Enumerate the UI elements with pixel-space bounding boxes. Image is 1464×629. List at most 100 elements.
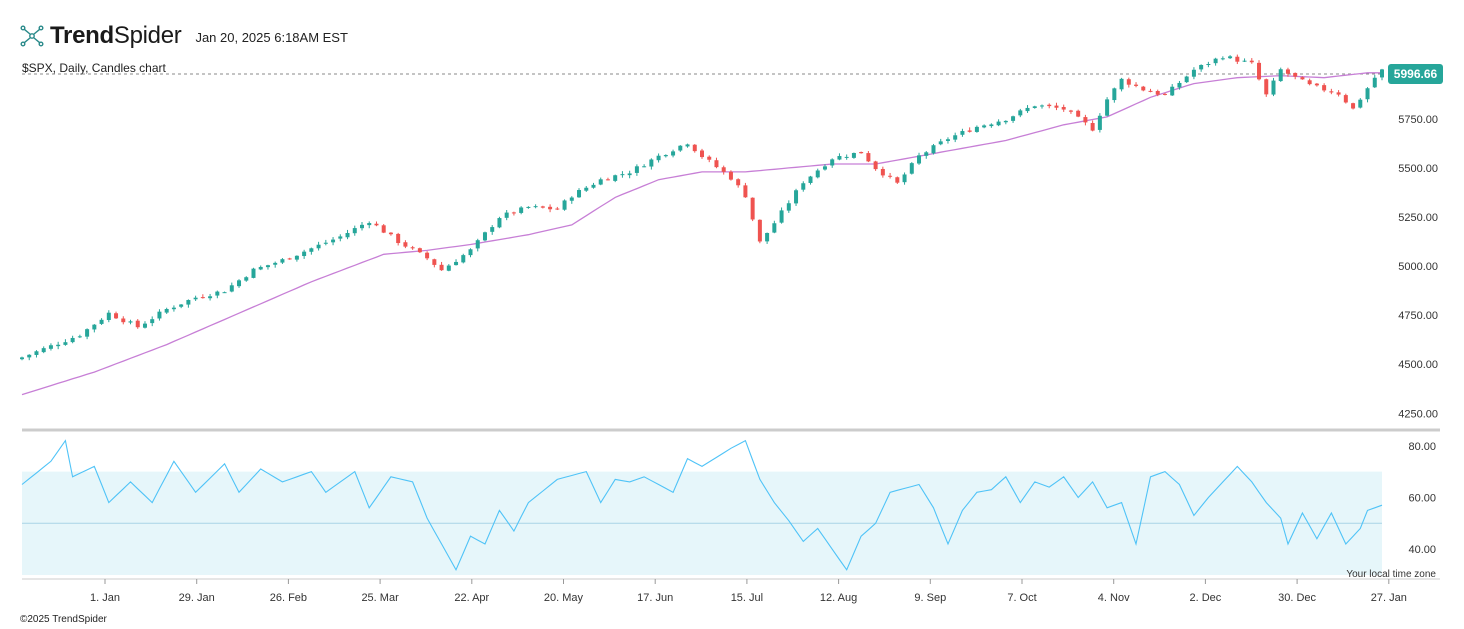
candle-body bbox=[692, 144, 697, 152]
candle-body bbox=[85, 329, 90, 337]
candle bbox=[671, 149, 676, 158]
candle bbox=[938, 138, 943, 146]
candle-body bbox=[736, 179, 741, 186]
candle-body bbox=[258, 266, 263, 270]
candle bbox=[1228, 55, 1233, 59]
candle-body bbox=[1380, 69, 1384, 78]
time-tick-label: 15. Jul bbox=[731, 592, 763, 604]
candle bbox=[352, 225, 357, 236]
candle bbox=[56, 341, 61, 350]
candle bbox=[92, 324, 97, 333]
candle bbox=[222, 291, 227, 294]
candle-body bbox=[866, 153, 871, 162]
candle bbox=[171, 305, 176, 312]
candle-body bbox=[779, 210, 784, 223]
candle bbox=[649, 158, 654, 170]
candle bbox=[844, 154, 849, 160]
candle-body bbox=[417, 248, 422, 253]
candle-body bbox=[1278, 69, 1283, 82]
candle bbox=[685, 143, 690, 148]
price-tick-label: 5250.00 bbox=[1398, 212, 1438, 224]
candle-body bbox=[70, 337, 75, 343]
candle bbox=[801, 181, 806, 192]
candle bbox=[258, 265, 263, 271]
candle-body bbox=[381, 225, 386, 233]
candle-body bbox=[1003, 120, 1008, 123]
candle bbox=[989, 123, 994, 128]
candle bbox=[106, 310, 111, 323]
rsi-line bbox=[21, 439, 1383, 572]
candle bbox=[750, 197, 755, 222]
candle bbox=[475, 238, 480, 252]
candle bbox=[526, 206, 531, 209]
candle bbox=[1380, 68, 1384, 81]
candle-body bbox=[251, 268, 256, 278]
candle bbox=[815, 168, 820, 179]
header: Trend Spider Jan 20, 2025 6:18AM EST bbox=[18, 20, 348, 52]
candle-body bbox=[540, 206, 545, 208]
timestamp: Jan 20, 2025 6:18AM EST bbox=[195, 29, 348, 45]
candle-body bbox=[403, 242, 408, 247]
candle bbox=[859, 151, 864, 154]
candle bbox=[265, 264, 270, 270]
candle bbox=[1199, 64, 1204, 72]
candle bbox=[454, 259, 459, 266]
candle bbox=[786, 200, 791, 213]
candle bbox=[237, 279, 242, 288]
candle-body bbox=[338, 236, 343, 239]
candle-body bbox=[1365, 88, 1370, 100]
candle bbox=[613, 174, 618, 183]
candle-body bbox=[1018, 110, 1023, 116]
candle bbox=[642, 164, 647, 168]
candle-body bbox=[569, 197, 574, 201]
candle-body bbox=[1322, 85, 1327, 91]
candle-body bbox=[1011, 116, 1016, 121]
time-tick-label: 26. Feb bbox=[270, 592, 307, 604]
candle bbox=[736, 178, 741, 188]
rsi-tick-label: 40.00 bbox=[1408, 544, 1436, 556]
candle bbox=[425, 251, 430, 261]
candle-body bbox=[222, 292, 227, 294]
time-tick-label: 1. Jan bbox=[90, 592, 120, 604]
candle bbox=[598, 177, 603, 186]
candle-body bbox=[728, 171, 733, 180]
candle bbox=[1300, 76, 1305, 80]
candle-body bbox=[345, 232, 350, 238]
candle bbox=[114, 311, 119, 319]
candle bbox=[1351, 102, 1356, 110]
candle-body bbox=[656, 155, 661, 161]
candle-body bbox=[974, 126, 979, 132]
candle bbox=[135, 319, 140, 329]
candle-body bbox=[1025, 107, 1030, 112]
brand-wordmark: Trend Spider bbox=[50, 22, 182, 50]
candle bbox=[1076, 109, 1081, 118]
candle-body bbox=[880, 168, 885, 176]
candle-body bbox=[562, 200, 567, 210]
candle bbox=[410, 245, 415, 250]
candle-body bbox=[1249, 60, 1254, 63]
candle bbox=[721, 165, 726, 175]
candle bbox=[1032, 105, 1037, 109]
candle-body bbox=[511, 212, 516, 214]
ma-path bbox=[21, 72, 1382, 396]
candle-body bbox=[475, 240, 480, 249]
candle-body bbox=[1257, 62, 1262, 80]
candle-body bbox=[851, 152, 856, 158]
candle-body bbox=[1119, 78, 1124, 90]
candle bbox=[1285, 67, 1290, 77]
moving-average-line bbox=[21, 72, 1382, 396]
candle bbox=[620, 171, 625, 178]
candle-body bbox=[1285, 69, 1290, 74]
candle-body bbox=[1314, 83, 1319, 86]
candle bbox=[1257, 60, 1262, 81]
candle bbox=[1170, 84, 1175, 96]
candle-body bbox=[649, 159, 654, 167]
candle bbox=[1134, 82, 1139, 88]
candle-body bbox=[331, 239, 336, 243]
candle bbox=[757, 219, 762, 244]
candle-body bbox=[193, 297, 198, 300]
candle bbox=[1322, 83, 1327, 93]
candle bbox=[381, 224, 386, 234]
symbol-description: $SPX, Daily, Candles chart bbox=[22, 61, 166, 75]
